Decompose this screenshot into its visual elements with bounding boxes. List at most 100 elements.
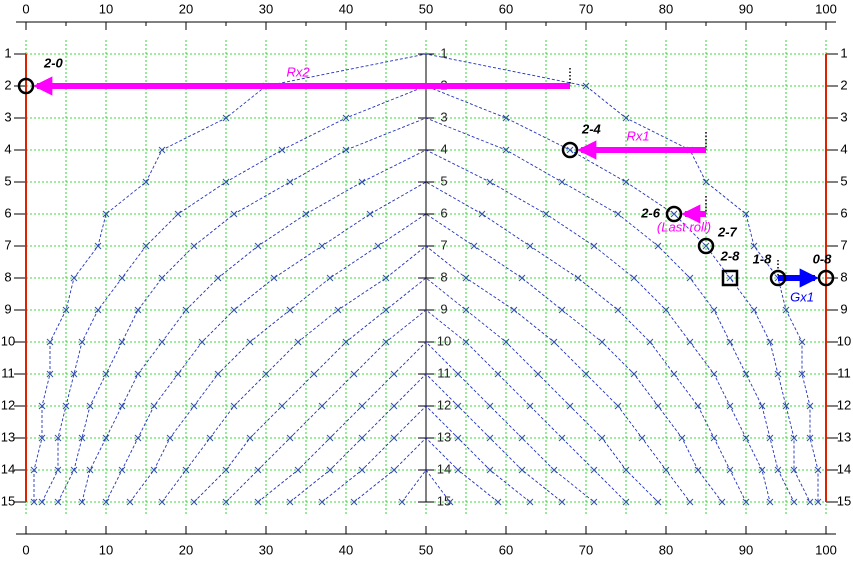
x-tick-label: 60 <box>499 542 513 557</box>
x-marker <box>390 434 398 442</box>
x-marker <box>638 434 646 442</box>
y-tick-label: 10 <box>837 333 851 348</box>
x-marker <box>462 306 470 314</box>
x-tick-label: 50 <box>419 1 433 16</box>
x-marker <box>286 178 294 186</box>
x-marker <box>390 370 398 378</box>
y-tick-label: 6 <box>4 205 11 220</box>
x-marker <box>558 434 566 442</box>
y-tick-label: 3 <box>840 109 847 124</box>
x-marker <box>750 242 758 250</box>
y-tick-label: 1 <box>840 45 847 60</box>
x-marker <box>246 338 254 346</box>
x-marker <box>670 210 678 218</box>
x-marker <box>766 434 774 442</box>
x-marker <box>454 434 462 442</box>
x-marker <box>70 466 78 474</box>
x-marker <box>630 274 638 282</box>
x-marker <box>230 210 238 218</box>
x-marker <box>630 370 638 378</box>
y-tick-label: 7 <box>840 237 847 252</box>
x-marker <box>470 242 478 250</box>
x-marker <box>566 402 574 410</box>
x-marker <box>614 402 622 410</box>
x-marker <box>582 370 590 378</box>
y-tick-label: 1 <box>4 45 11 60</box>
x-marker <box>142 178 150 186</box>
x-tick-label: 40 <box>339 542 353 557</box>
x-marker <box>494 498 502 506</box>
x-marker <box>318 242 326 250</box>
x-marker <box>382 338 390 346</box>
x-marker <box>326 434 334 442</box>
y-tick-label: 13 <box>437 429 451 444</box>
x-marker <box>782 402 790 410</box>
curve <box>33 53 819 502</box>
y-tick-label: 12 <box>437 397 451 412</box>
x-marker <box>150 466 158 474</box>
x-marker <box>174 370 182 378</box>
x-marker <box>198 338 206 346</box>
x-marker <box>342 338 350 346</box>
x-marker <box>222 466 230 474</box>
curve <box>257 341 595 503</box>
x-marker <box>646 338 654 346</box>
x-marker <box>102 210 110 218</box>
x-tick-label: 30 <box>259 1 273 16</box>
y-tick-label: 6 <box>840 205 847 220</box>
x-marker <box>54 498 62 506</box>
point-label: 2-6 <box>640 205 661 220</box>
x-marker <box>486 402 494 410</box>
x-marker <box>518 274 526 282</box>
x-marker <box>86 402 94 410</box>
x-marker <box>590 242 598 250</box>
y-tick-label: 11 <box>837 365 851 380</box>
x-marker <box>614 210 622 218</box>
x-marker <box>774 466 782 474</box>
x-marker <box>662 466 670 474</box>
x-marker <box>758 402 766 410</box>
x-marker <box>174 210 182 218</box>
x-marker <box>710 306 718 314</box>
x-marker <box>286 434 294 442</box>
point-marker <box>561 141 579 159</box>
x-marker <box>454 466 462 474</box>
x-marker <box>622 498 630 506</box>
x-marker <box>790 498 798 506</box>
x-tick-label: 100 <box>815 1 837 16</box>
x-tick-label: 10 <box>99 1 113 16</box>
x-marker <box>494 370 502 378</box>
x-marker <box>742 210 750 218</box>
x-marker <box>254 242 262 250</box>
x-marker <box>622 178 630 186</box>
x-marker <box>78 434 86 442</box>
x-marker <box>358 434 366 442</box>
x-marker <box>318 402 326 410</box>
x-marker <box>558 178 566 186</box>
x-marker <box>102 370 110 378</box>
y-tick-label: 10 <box>1 333 15 348</box>
x-marker <box>726 274 734 282</box>
x-marker <box>598 434 606 442</box>
x-marker <box>30 498 38 506</box>
x-marker <box>158 498 166 506</box>
x-marker <box>454 402 462 410</box>
x-marker <box>126 498 134 506</box>
point-label: 2-7 <box>717 224 738 239</box>
x-marker <box>278 146 286 154</box>
x-marker <box>702 178 710 186</box>
x-marker <box>750 306 758 314</box>
point-marker <box>817 269 835 287</box>
x-marker <box>686 274 694 282</box>
x-marker <box>390 466 398 474</box>
x-marker <box>806 498 814 506</box>
point-marker <box>769 269 787 287</box>
y-tick-label: 4 <box>440 141 447 156</box>
x-marker <box>54 434 62 442</box>
x-marker <box>670 370 678 378</box>
x-marker <box>718 498 726 506</box>
x-marker <box>558 306 566 314</box>
x-tick-label: 40 <box>339 1 353 16</box>
x-marker <box>222 498 230 506</box>
